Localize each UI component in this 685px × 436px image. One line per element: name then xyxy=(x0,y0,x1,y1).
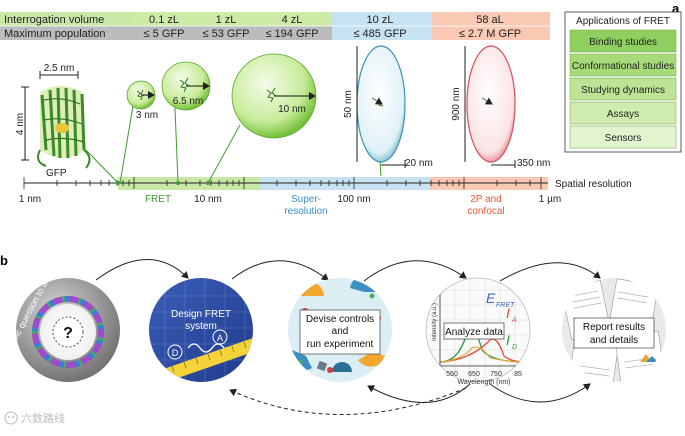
ellipse2-height: 900 nm xyxy=(451,87,462,120)
report-textbox xyxy=(573,317,655,349)
row2-label-cell xyxy=(0,26,132,40)
pop-0: ≤ 5 GFP xyxy=(144,28,185,40)
region-conf-1: 2P and xyxy=(470,194,502,205)
gfp-height-label: 4 nm xyxy=(15,113,26,135)
plot-ylabel: Intensity (a.u.) xyxy=(432,303,438,341)
axis-title: Spatial resolution xyxy=(555,179,632,190)
design-text-2: system xyxy=(185,321,217,332)
app-item-2: Studying dynamics xyxy=(581,85,665,96)
tick-1um: 1 µm xyxy=(539,194,561,205)
gfp-structure: 2.5 nm 4 nm GFP xyxy=(15,63,91,179)
report-text-2: and details xyxy=(590,335,638,346)
ellipse-red: 900 nm 350 nm xyxy=(451,45,550,169)
ia-symbol: I xyxy=(506,305,510,321)
tick-100nm: 100 nm xyxy=(337,194,370,205)
plot-tick-3: 85 xyxy=(514,371,522,378)
app-item-4: Sensors xyxy=(605,133,642,144)
row1-label-cell xyxy=(0,12,132,26)
step-question: ? Scientific question to address xyxy=(0,255,120,382)
id-symbol: I xyxy=(506,332,510,348)
ellipse1-height: 50 nm xyxy=(343,90,354,118)
analyze-textbox xyxy=(443,322,505,340)
tick-1nm: 1 nm xyxy=(19,194,41,205)
sphere-10nm: 10 nm xyxy=(231,53,317,139)
app-item-bg-3 xyxy=(569,101,677,125)
step-design: Design FRET system D A xyxy=(149,278,253,382)
question-mark: ? xyxy=(63,325,73,342)
app-item-bg-2 xyxy=(569,77,677,101)
region-super-2: resolution xyxy=(284,206,327,217)
gfp-width-label: 2.5 nm xyxy=(44,63,75,74)
plot-tick-1: 650 xyxy=(468,371,480,378)
report-text-1: Report results xyxy=(583,322,645,333)
ellipse-blue: 50 nm 20 nm xyxy=(343,45,433,169)
gfp-label: GFP xyxy=(46,168,67,179)
vol-4: 58 aL xyxy=(476,14,504,26)
devise-textbox xyxy=(299,309,381,355)
ellipse1-width: 20 nm xyxy=(405,158,433,169)
step-report: Report results and details xyxy=(562,278,666,382)
pop-4: ≤ 2.7 M GFP xyxy=(459,28,521,40)
region-conf-2: confocal xyxy=(467,206,504,217)
id-sub: D xyxy=(512,344,517,351)
app-item-1: Conformational studies xyxy=(572,61,674,72)
design-text-1: Design FRET xyxy=(171,309,231,320)
ia-sub: A xyxy=(511,317,517,324)
efret-symbol: E xyxy=(486,290,496,306)
pop-2: ≤ 194 GFP xyxy=(265,28,318,40)
app-item-bg-4 xyxy=(569,125,677,149)
ellipse2-width: 350 nm xyxy=(517,158,550,169)
plot-tick-2: 750 xyxy=(490,371,502,378)
sphere-3nm-label: 3 nm xyxy=(136,110,158,121)
plot-tick-0: 550 xyxy=(446,371,458,378)
row2-label: Maximum population xyxy=(4,28,106,40)
devise-text-1: Devise controls xyxy=(306,314,374,325)
pop-3: ≤ 485 GFP xyxy=(353,28,406,40)
pop-1: ≤ 53 GFP xyxy=(203,28,250,40)
applications-title: Applications of FRET xyxy=(576,16,670,27)
workflow-arrows xyxy=(95,259,601,415)
tick-10nm: 10 nm xyxy=(194,194,222,205)
watermark: 六数路线 xyxy=(4,411,65,425)
panel-b-label: b xyxy=(0,253,8,268)
applications-box: Applications of FRET Binding studies Con… xyxy=(564,11,682,153)
step-analyze: Intensity (a.u.) 550 650 750 85 Waveleng… xyxy=(425,277,531,386)
sphere-3nm: 3 nm xyxy=(126,80,158,121)
plot-xlabel: Wavelength (nm) xyxy=(457,379,510,386)
app-item-0: Binding studies xyxy=(589,37,657,48)
spatial-axis: Spatial resolution 1 nm 10 nm 100 nm 1 µ… xyxy=(19,177,632,217)
donor-label: D xyxy=(172,348,179,358)
vol-1: 1 zL xyxy=(216,14,237,26)
app-item-bg-1 xyxy=(569,53,677,77)
sphere-10nm-label: 10 nm xyxy=(278,104,306,115)
watermark-text: 六数路线 xyxy=(21,411,65,425)
acceptor-label: A xyxy=(217,333,223,343)
devise-text-2: and xyxy=(332,326,349,337)
sphere-6nm: 6.5 nm xyxy=(161,61,211,111)
app-item-3: Assays xyxy=(607,109,639,120)
region-fret: FRET xyxy=(145,194,171,205)
step-devise: Devise controls and run experiment xyxy=(288,278,392,382)
efret-sub: FRET xyxy=(496,302,515,309)
app-item-bg-0 xyxy=(569,29,677,53)
region-super-1: Super- xyxy=(291,194,321,205)
vol-0: 0.1 zL xyxy=(149,14,179,26)
volume-table: Interrogation volume Maximum population … xyxy=(0,12,550,40)
panel-a-label: a xyxy=(672,1,680,16)
vol-3: 10 zL xyxy=(367,14,394,26)
row1-label: Interrogation volume xyxy=(4,14,104,26)
sphere-6nm-label: 6.5 nm xyxy=(173,96,204,107)
devise-text-3: run experiment xyxy=(307,339,374,350)
vol-2: 4 zL xyxy=(282,14,303,26)
analyze-text: Analyze data xyxy=(445,327,503,338)
leader-lines xyxy=(85,105,382,184)
